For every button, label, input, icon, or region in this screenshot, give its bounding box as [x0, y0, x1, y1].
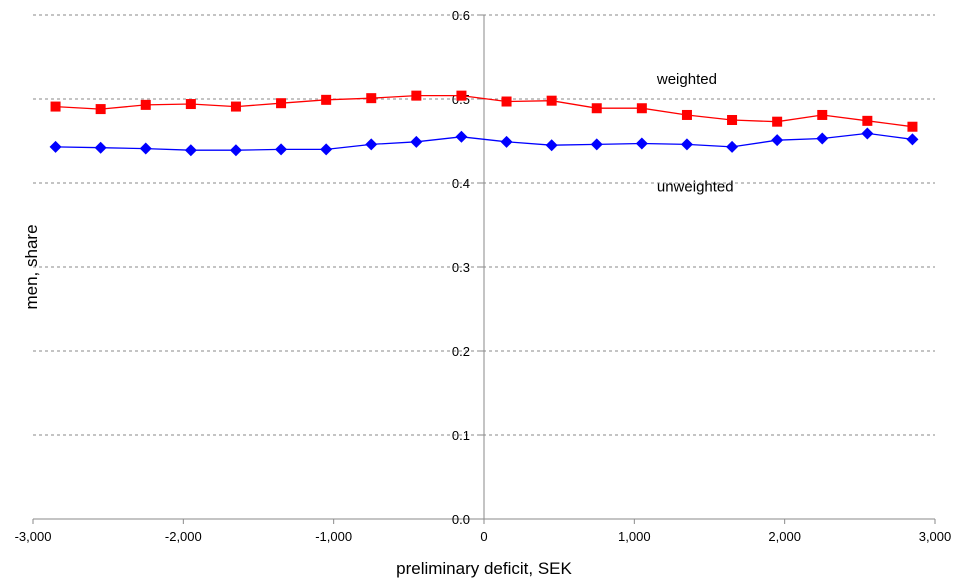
data-point-weighted — [276, 98, 287, 109]
x-axis-title: preliminary deficit, SEK — [396, 559, 572, 578]
series-line-weighted — [55, 94, 913, 128]
data-point-weighted — [862, 115, 873, 126]
data-point-weighted — [230, 101, 241, 112]
x-tick-label: 0 — [480, 529, 487, 544]
data-point-weighted — [95, 104, 106, 115]
axes — [32, 14, 936, 524]
data-point-weighted — [50, 101, 61, 112]
data-point-unweighted — [861, 127, 874, 140]
y-tick-label: 0.0 — [452, 512, 470, 527]
y-tick-label: 0.4 — [452, 176, 470, 191]
data-point-weighted — [546, 95, 557, 106]
data-point-weighted — [772, 116, 783, 127]
x-tick-label: -2,000 — [165, 529, 202, 544]
y-tick-label: 0.3 — [452, 260, 470, 275]
series-label-unweighted: unweighted — [657, 178, 734, 195]
x-tick-label: 2,000 — [768, 529, 801, 544]
series-label-weighted: weighted — [656, 71, 717, 88]
data-point-weighted — [636, 103, 647, 114]
data-point-unweighted — [816, 132, 829, 145]
y-axis-title: men, share — [22, 224, 41, 309]
data-point-weighted — [591, 103, 602, 114]
x-tick-label: 1,000 — [618, 529, 651, 544]
x-tick-label: -1,000 — [315, 529, 352, 544]
data-point-unweighted — [771, 134, 784, 147]
series-labels: weighted unweighted — [656, 71, 734, 196]
data-point-weighted — [185, 99, 196, 110]
data-point-unweighted — [49, 140, 62, 153]
series-line-unweighted — [55, 132, 913, 151]
data-point-unweighted — [139, 142, 152, 155]
data-point-weighted — [501, 96, 512, 107]
data-point-weighted — [817, 109, 828, 120]
data-point-unweighted — [365, 138, 378, 151]
tick-labels: 0.00.10.20.30.40.50.6-3,000-2,000-1,0000… — [15, 8, 952, 544]
y-tick-label: 0.2 — [452, 344, 470, 359]
data-point-unweighted — [320, 143, 333, 156]
data-point-unweighted — [410, 135, 423, 148]
data-point-unweighted — [184, 144, 197, 157]
data-point-unweighted — [590, 138, 603, 151]
data-point-unweighted — [500, 135, 513, 148]
data-point-weighted — [366, 93, 377, 104]
y-tick-label: 0.1 — [452, 428, 470, 443]
data-point-weighted — [140, 99, 151, 110]
data-point-unweighted — [680, 138, 693, 151]
data-point-unweighted — [275, 143, 288, 156]
data-point-unweighted — [545, 139, 558, 152]
x-tick-label: 3,000 — [919, 529, 952, 544]
y-tick-label: 0.6 — [452, 8, 470, 23]
data-point-weighted — [456, 90, 467, 101]
data-point-unweighted — [455, 130, 468, 143]
x-tick-label: -3,000 — [15, 529, 52, 544]
data-point-unweighted — [94, 141, 107, 154]
data-point-unweighted — [635, 137, 648, 150]
data-point-unweighted — [726, 140, 739, 153]
data-point-weighted — [411, 90, 422, 101]
data-point-weighted — [681, 109, 692, 120]
data-point-unweighted — [229, 144, 242, 157]
series — [49, 90, 919, 157]
data-point-weighted — [907, 121, 918, 132]
data-point-weighted — [727, 115, 738, 125]
data-point-weighted — [321, 94, 332, 105]
data-point-unweighted — [906, 133, 919, 146]
